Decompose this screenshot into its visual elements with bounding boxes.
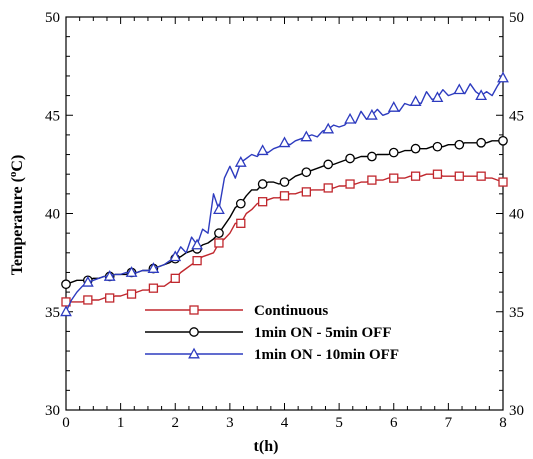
data-point bbox=[169, 250, 182, 262]
data-point bbox=[235, 198, 246, 209]
data-point bbox=[410, 171, 421, 181]
series-continuous bbox=[61, 169, 508, 307]
x-tick-label: 8 bbox=[499, 415, 507, 431]
data-point bbox=[236, 218, 246, 228]
data-point bbox=[214, 238, 224, 248]
data-point bbox=[214, 228, 224, 238]
data-point bbox=[257, 179, 268, 189]
data-point bbox=[498, 135, 508, 146]
data-point bbox=[125, 266, 138, 277]
y-axis-title-unit: C) bbox=[9, 155, 26, 172]
data-point bbox=[192, 256, 202, 266]
series-line bbox=[65, 140, 503, 285]
data-point bbox=[279, 191, 290, 201]
data-point bbox=[476, 137, 486, 148]
y-tick-label-right: 30 bbox=[509, 403, 524, 419]
x-tick-label: 6 bbox=[390, 415, 398, 431]
data-point bbox=[300, 130, 313, 142]
legend-item-1min-on-5min-off: 1min ON - 5min OFF bbox=[145, 325, 392, 341]
y-tick-label-right: 50 bbox=[509, 10, 524, 26]
x-tick-label: 5 bbox=[335, 415, 343, 431]
data-point bbox=[278, 136, 291, 148]
data-point bbox=[323, 183, 333, 193]
y-tick-label: 35 bbox=[45, 305, 60, 321]
data-point bbox=[191, 238, 203, 250]
legend-marker bbox=[189, 305, 199, 315]
data-point bbox=[432, 169, 443, 179]
data-point bbox=[453, 83, 466, 95]
data-point bbox=[345, 153, 355, 164]
y-axis-title-superscript: o bbox=[7, 171, 19, 177]
legend-item-continuous: Continuous bbox=[145, 303, 328, 319]
y-tick-label: 30 bbox=[45, 403, 60, 419]
data-point bbox=[345, 179, 355, 189]
data-point bbox=[322, 122, 335, 134]
series-layer bbox=[60, 71, 509, 317]
data-point bbox=[81, 275, 94, 287]
y-axis-title-main: Temperature ( bbox=[9, 177, 26, 275]
data-point bbox=[61, 279, 71, 290]
data-point bbox=[147, 262, 160, 273]
data-point bbox=[476, 171, 486, 181]
data-point bbox=[234, 156, 247, 167]
y-tick-label-right: 35 bbox=[509, 305, 524, 321]
y-tick-label: 40 bbox=[45, 207, 60, 223]
legend-item-1min-on-10min-off: 1min ON - 10min OFF bbox=[145, 347, 399, 363]
legend-label: 1min ON - 5min OFF bbox=[254, 325, 392, 341]
x-tick-label: 4 bbox=[281, 415, 289, 431]
x-tick-label: 1 bbox=[117, 415, 125, 431]
x-axis-title: t(h) bbox=[254, 438, 279, 455]
data-point bbox=[366, 108, 378, 120]
data-point bbox=[367, 151, 377, 162]
data-point bbox=[454, 139, 465, 150]
data-point bbox=[170, 273, 180, 283]
data-point bbox=[103, 270, 116, 281]
data-point bbox=[83, 295, 93, 305]
x-tick-label: 7 bbox=[445, 415, 453, 431]
data-point bbox=[257, 197, 268, 207]
data-point bbox=[432, 141, 443, 152]
y-tick-label-right: 45 bbox=[509, 108, 524, 124]
legend-label: Continuous bbox=[254, 303, 328, 319]
series-1min-on-10min-off bbox=[60, 71, 509, 317]
data-point bbox=[105, 293, 115, 303]
data-point bbox=[431, 91, 444, 103]
y-axis-title: Temperature (oC) bbox=[7, 155, 26, 276]
legend-marker bbox=[188, 347, 200, 359]
x-tick-label: 3 bbox=[226, 415, 234, 431]
data-point bbox=[409, 95, 422, 106]
legend: Continuous 1min ON - 5min OFF 1min ON - 10… bbox=[145, 303, 399, 363]
y-tick-label: 50 bbox=[45, 10, 60, 26]
legend-marker bbox=[189, 327, 199, 337]
x-tick-label: 2 bbox=[172, 415, 180, 431]
data-point bbox=[387, 101, 400, 112]
data-point bbox=[60, 305, 72, 317]
data-point bbox=[213, 203, 225, 215]
y-tick-label: 45 bbox=[45, 108, 60, 124]
data-point bbox=[279, 177, 290, 187]
data-point bbox=[323, 159, 334, 170]
data-point bbox=[497, 71, 509, 83]
data-point bbox=[498, 177, 508, 187]
data-point bbox=[256, 144, 269, 156]
data-point bbox=[301, 167, 312, 178]
legend-label: 1min ON - 10min OFF bbox=[254, 347, 399, 363]
series-1min-on-5min-off bbox=[61, 135, 508, 290]
y-tick-label-right: 40 bbox=[509, 207, 524, 223]
data-point bbox=[148, 283, 159, 293]
data-point bbox=[126, 289, 137, 299]
axis-ticks bbox=[65, 16, 504, 411]
data-point bbox=[344, 112, 356, 124]
data-point bbox=[454, 171, 464, 181]
data-point bbox=[301, 187, 312, 197]
data-point bbox=[388, 147, 399, 158]
data-point bbox=[475, 89, 488, 101]
x-tick-label: 0 bbox=[62, 415, 70, 431]
data-point bbox=[389, 173, 399, 183]
data-point bbox=[410, 143, 421, 154]
data-point bbox=[367, 175, 377, 185]
